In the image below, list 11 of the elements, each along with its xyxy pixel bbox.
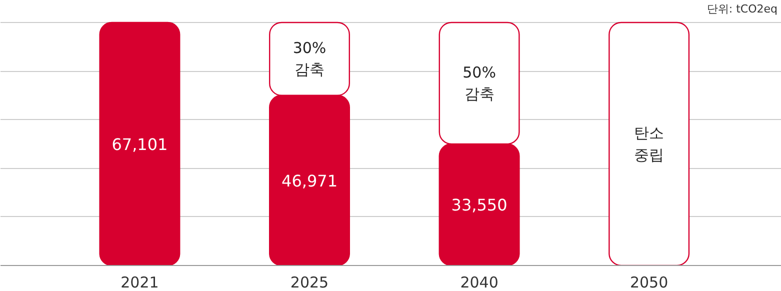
x-tick-label: 2040 [460, 274, 498, 291]
x-tick-label: 2021 [120, 274, 159, 291]
annotation: 30% 감축 [292, 39, 326, 79]
x-tick-label: 2050 [630, 274, 668, 291]
data-label: 33,550 [451, 196, 508, 215]
annotation: 50% 감축 [462, 63, 496, 104]
x-tick-label: 2025 [290, 274, 329, 291]
annotation: 탄소 중립 [634, 124, 664, 164]
text: 단위: tCO2eq [706, 2, 778, 16]
data-label: 46,971 [282, 171, 338, 190]
data-label: 67,101 [112, 134, 168, 154]
